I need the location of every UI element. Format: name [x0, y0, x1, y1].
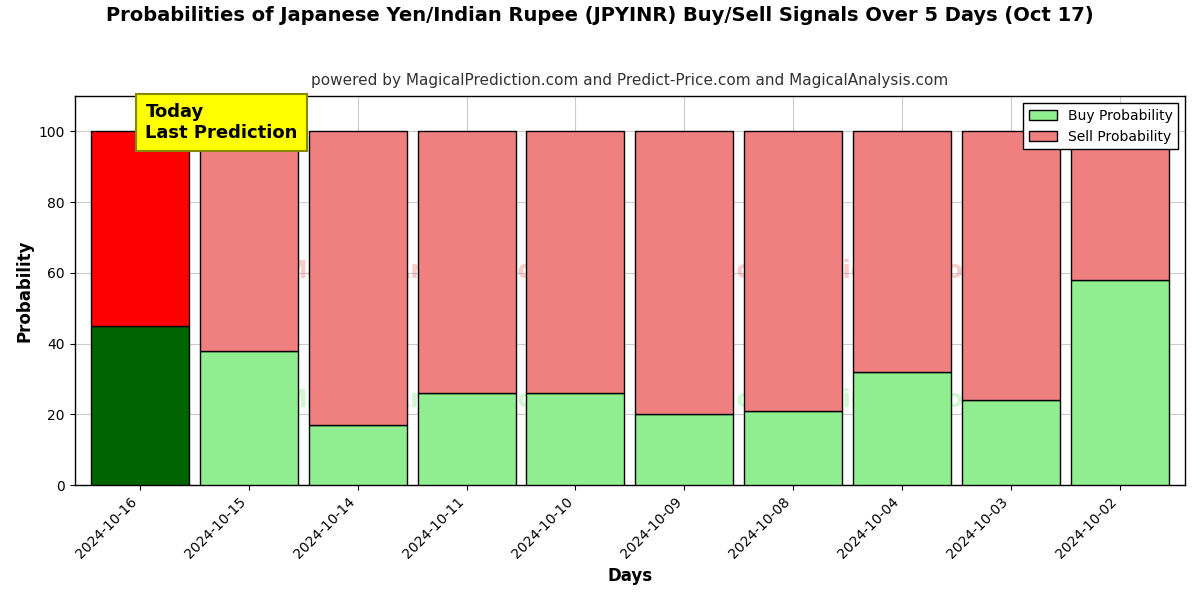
Legend: Buy Probability, Sell Probability: Buy Probability, Sell Probability — [1024, 103, 1178, 149]
Bar — [527, 393, 624, 485]
Bar — [418, 131, 516, 393]
Bar — [200, 131, 298, 351]
Text: MagicalAnalysis.com: MagicalAnalysis.com — [283, 388, 577, 412]
Bar — [853, 372, 950, 485]
Bar — [527, 131, 624, 393]
Text: MagicalPrediction.com: MagicalPrediction.com — [670, 259, 990, 283]
Bar — [91, 326, 188, 485]
Bar — [962, 400, 1060, 485]
Text: MagicalAnalysis.com: MagicalAnalysis.com — [283, 259, 577, 283]
Text: Probabilities of Japanese Yen/Indian Rupee (JPYINR) Buy/Sell Signals Over 5 Days: Probabilities of Japanese Yen/Indian Rup… — [106, 6, 1094, 25]
Bar — [962, 131, 1060, 400]
Bar — [308, 131, 407, 425]
Y-axis label: Probability: Probability — [16, 239, 34, 342]
Text: Today
Last Prediction: Today Last Prediction — [145, 103, 298, 142]
Bar — [418, 393, 516, 485]
Text: MagicalPrediction.com: MagicalPrediction.com — [670, 388, 990, 412]
Bar — [744, 131, 842, 411]
Title: powered by MagicalPrediction.com and Predict-Price.com and MagicalAnalysis.com: powered by MagicalPrediction.com and Pre… — [311, 73, 948, 88]
Bar — [635, 415, 733, 485]
Bar — [744, 411, 842, 485]
Bar — [91, 131, 188, 326]
Bar — [308, 425, 407, 485]
Bar — [1070, 280, 1169, 485]
Bar — [635, 131, 733, 415]
Bar — [853, 131, 950, 372]
X-axis label: Days: Days — [607, 567, 653, 585]
Bar — [200, 351, 298, 485]
Bar — [1070, 131, 1169, 280]
